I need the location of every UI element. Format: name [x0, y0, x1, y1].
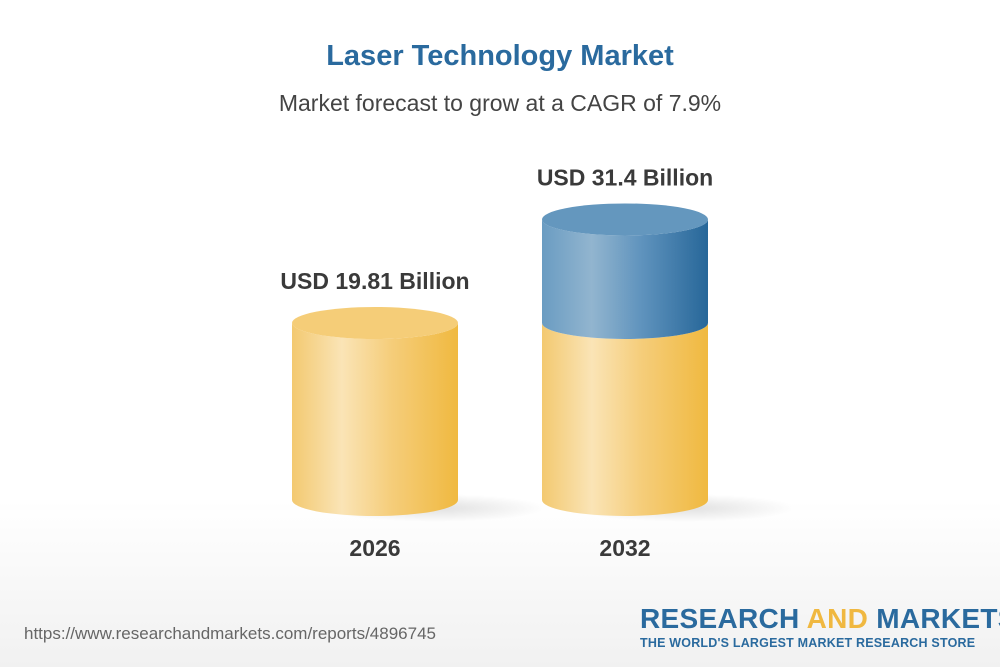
data-label: USD 19.81 Billion	[280, 268, 469, 294]
chart-subtitle: Market forecast to grow at a CAGR of 7.9…	[278, 90, 722, 116]
cylinder-top	[292, 307, 458, 339]
data-label: USD 31.4 Billion	[537, 164, 713, 190]
category-label: 2032	[599, 535, 650, 561]
category-label: 2026	[349, 535, 400, 561]
chart-title: Laser Technology Market	[326, 40, 674, 72]
research-and-markets-logo: RESEARCH AND MARKETS THE WORLD'S LARGEST…	[640, 603, 1000, 650]
cylinder-top	[542, 203, 708, 236]
source-url[interactable]: https://www.researchandmarkets.com/repor…	[24, 624, 436, 643]
cylinder-growth-segment	[542, 219, 708, 339]
cylinder-base-segment	[292, 323, 458, 516]
cylinder-base-segment	[542, 323, 708, 516]
